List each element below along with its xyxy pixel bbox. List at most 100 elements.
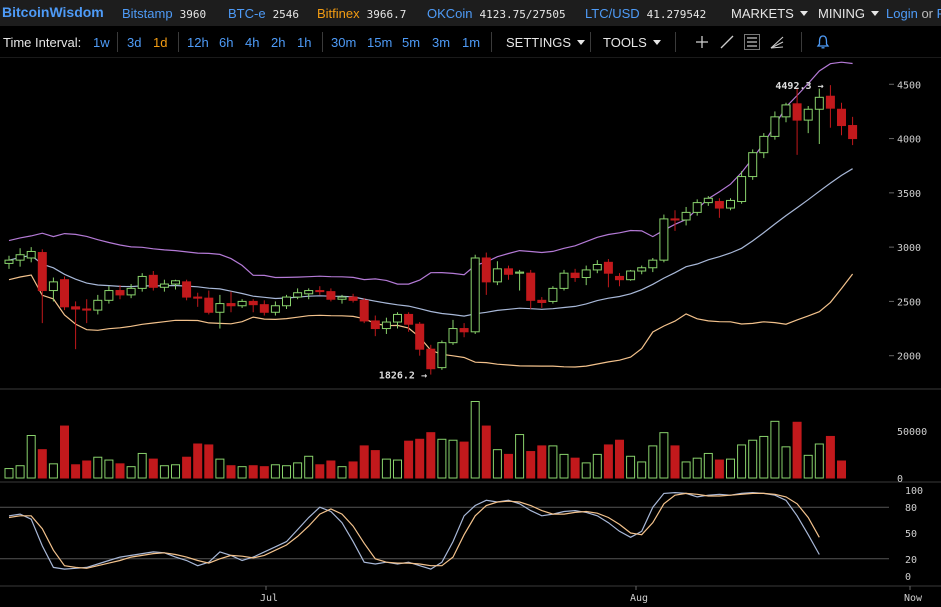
candle-body <box>404 313 414 325</box>
volume-bar <box>626 455 636 479</box>
candle-body <box>215 303 225 313</box>
volume-bar <box>592 453 602 479</box>
interval-2h[interactable]: 2h <box>271 35 286 50</box>
volume-bar <box>237 466 247 479</box>
markets-menu[interactable]: MARKETS <box>731 6 808 21</box>
volume-bar <box>814 443 824 479</box>
volume-bar <box>837 460 846 479</box>
volume-bar <box>215 458 225 479</box>
market-ticker-bitstamp[interactable]: Bitstamp 3960 <box>122 6 206 21</box>
chevron-down-icon <box>799 11 808 16</box>
candle-body <box>737 176 747 203</box>
line-draw-icon[interactable] <box>719 34 735 50</box>
candle-body <box>703 197 713 204</box>
stoch-d-line <box>8 492 820 569</box>
market-name[interactable]: BTC-e <box>228 6 266 21</box>
candle-body <box>82 308 92 311</box>
candle-body <box>681 211 691 221</box>
candle-body <box>193 296 203 299</box>
volume-bar <box>559 453 569 479</box>
crosshair-icon[interactable] <box>694 34 710 50</box>
fan-lines-icon[interactable] <box>769 34 785 50</box>
login-link[interactable]: Login <box>886 6 918 21</box>
candle-body <box>337 296 347 300</box>
volume-bar <box>426 432 436 479</box>
candle-body <box>637 267 647 272</box>
candle-body <box>248 300 258 306</box>
settings-menu[interactable]: SETTINGS <box>506 35 586 50</box>
volume-bar <box>548 445 558 479</box>
interval-5m[interactable]: 5m <box>402 35 421 50</box>
markets-menu-label: MARKETS <box>731 6 794 21</box>
volume-bar <box>448 439 458 479</box>
volume-bar <box>703 452 713 479</box>
toolbar-divider <box>178 32 179 52</box>
price-tick-label: 4500 <box>897 80 921 91</box>
interval-15m[interactable]: 15m <box>367 35 393 50</box>
market-name[interactable]: Bitstamp <box>122 6 173 21</box>
upper-band-line <box>8 61 853 285</box>
interval-12h[interactable]: 12h <box>187 35 209 50</box>
candle-body <box>448 328 458 344</box>
volume-bar <box>526 451 536 479</box>
interval-1d[interactable]: 1d <box>153 35 168 50</box>
volume-bar <box>792 421 802 479</box>
volume-bar <box>470 401 480 479</box>
volume-bar <box>726 458 735 479</box>
volume-bar <box>282 465 291 479</box>
site-logo[interactable]: BitcoinWisdom <box>2 4 104 20</box>
volume-bar <box>737 444 747 479</box>
market-name[interactable]: LTC/USD <box>585 6 640 21</box>
market-ticker-btce[interactable]: BTC-e 2546 <box>228 6 299 21</box>
candle-body <box>615 275 624 281</box>
market-name[interactable]: Bitfinex <box>317 6 360 21</box>
candle-body <box>481 257 491 283</box>
market-ticker-bitfinex[interactable]: Bitfinex 3966.7 <box>317 6 406 21</box>
volume-bar <box>126 466 136 479</box>
horizontal-lines-icon[interactable] <box>744 34 760 50</box>
interval-30m[interactable]: 30m <box>331 35 357 50</box>
candle-body <box>348 296 358 301</box>
volume-bar <box>204 444 214 479</box>
volume-bar <box>681 461 691 479</box>
volume-bar <box>437 438 447 479</box>
interval-1m[interactable]: 1m <box>462 35 481 50</box>
interval-1h[interactable]: 1h <box>297 35 312 50</box>
interval-6h[interactable]: 6h <box>219 35 234 50</box>
interval-1w[interactable]: 1w <box>93 35 110 50</box>
market-ticker-ltcusd[interactable]: LTC/USD 41.279542 <box>585 6 706 21</box>
chevron-down-icon <box>577 40 586 45</box>
volume-bar <box>93 456 103 479</box>
candle-body <box>126 287 136 296</box>
price-tick-label: 2000 <box>897 352 921 363</box>
interval-3m[interactable]: 3m <box>432 35 451 50</box>
candle-body <box>670 218 680 221</box>
candle-body <box>137 275 147 289</box>
candle-body <box>581 269 591 279</box>
price-chart[interactable]: 4500400035003000250020005000001008050200… <box>0 58 941 607</box>
volume-bar <box>148 458 158 479</box>
market-name[interactable]: OKCoin <box>427 6 473 21</box>
volume-bar <box>714 459 724 479</box>
candle-body <box>159 283 169 288</box>
volume-bar <box>659 432 669 479</box>
volume-bar <box>615 439 624 479</box>
stoch-tick-label: 50 <box>905 529 917 540</box>
mining-menu[interactable]: MINING <box>818 6 879 21</box>
stochastic-oscillator <box>8 491 820 570</box>
candle-body <box>304 290 314 295</box>
candle-body <box>526 272 536 301</box>
time-interval-label: Time Interval: <box>3 35 82 50</box>
candle-body <box>626 270 636 281</box>
candle-body <box>48 281 58 292</box>
register-link[interactable]: R <box>937 6 941 21</box>
candle-body <box>71 306 81 310</box>
volume-bar <box>781 446 791 479</box>
volume-bar <box>393 459 402 479</box>
tools-menu[interactable]: TOOLS <box>603 35 661 50</box>
candle-body <box>148 274 158 288</box>
alert-bell-icon[interactable] <box>815 34 831 50</box>
interval-4h[interactable]: 4h <box>245 35 260 50</box>
market-ticker-okcoin[interactable]: OKCoin 4123.75/27505 <box>427 6 566 21</box>
interval-3d[interactable]: 3d <box>127 35 142 50</box>
